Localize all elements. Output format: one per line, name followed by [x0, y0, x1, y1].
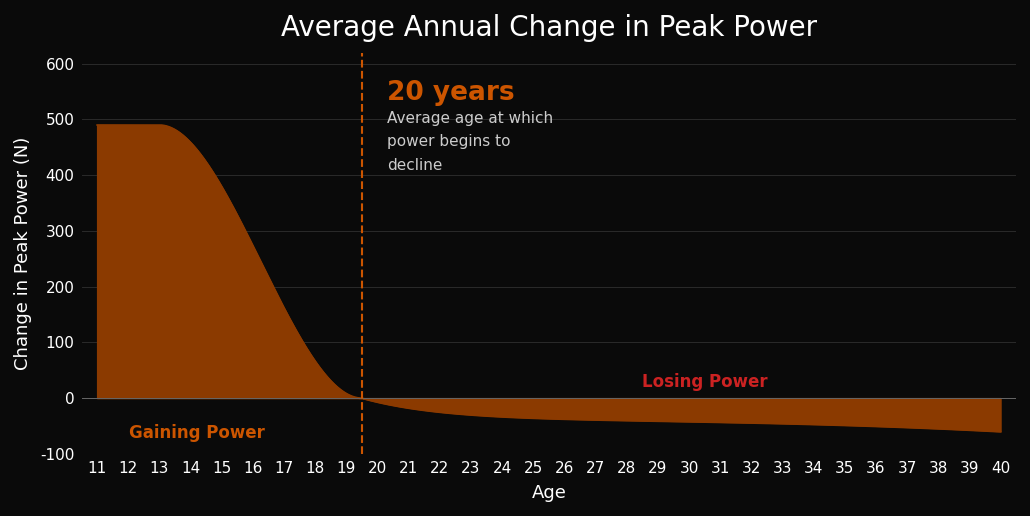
Text: Losing Power: Losing Power	[642, 374, 767, 392]
X-axis label: Age: Age	[531, 484, 566, 502]
Text: 20 years: 20 years	[387, 80, 514, 106]
Text: Average age at which
power begins to
decline: Average age at which power begins to dec…	[387, 111, 553, 173]
Y-axis label: Change in Peak Power (N): Change in Peak Power (N)	[13, 137, 32, 370]
Title: Average Annual Change in Peak Power: Average Annual Change in Peak Power	[281, 14, 817, 42]
Text: Gaining Power: Gaining Power	[129, 424, 265, 442]
